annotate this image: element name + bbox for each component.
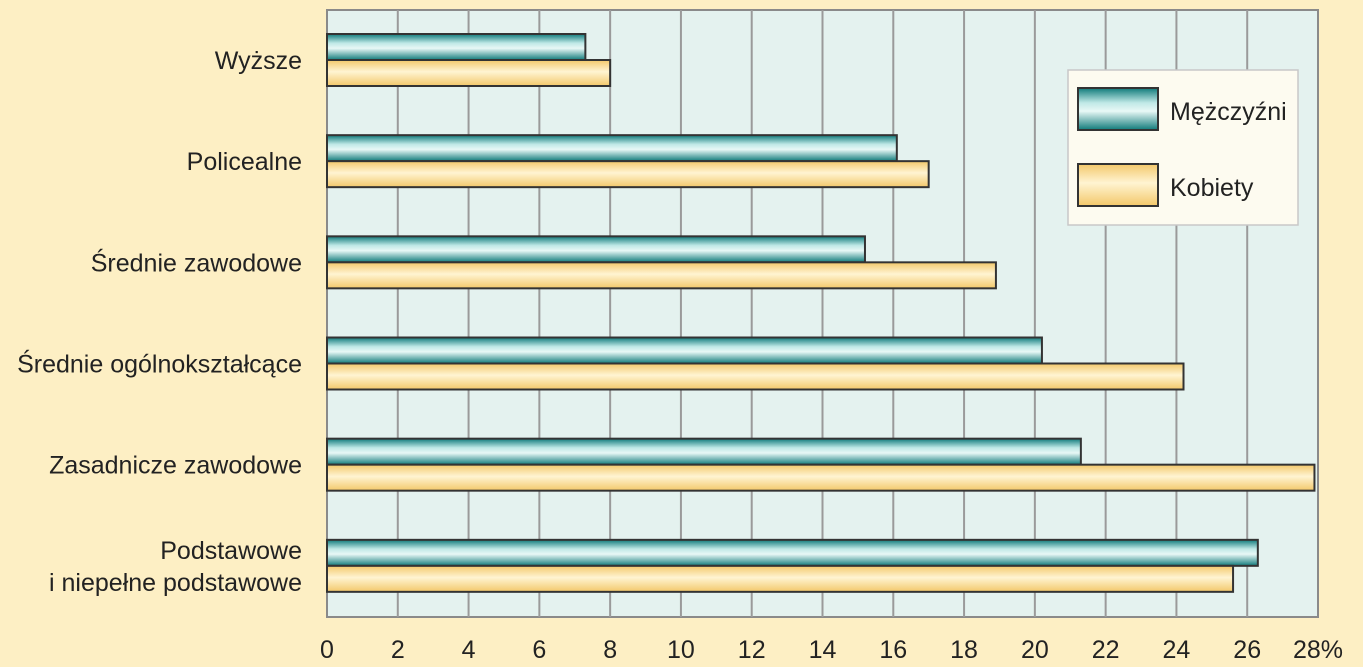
bar-men (326, 235, 866, 264)
bar-men (326, 538, 1259, 567)
bars (326, 33, 1316, 593)
legend-label-men: Mężczyźni (1170, 98, 1287, 126)
category-labels: Wyższe Policealne Średnie zawodowe Średnie … (17, 47, 302, 597)
bar-women (326, 362, 1185, 391)
category-label: Średnie zawodowe (91, 247, 302, 277)
x-tick-label: 0 (320, 636, 334, 664)
legend: Mężczyźni Kobiety (1067, 69, 1299, 226)
tick-labels: 0 2 4 6 8 10 12 14 16 18 20 22 24 26 28% (320, 636, 1343, 664)
x-tick-label: 4 (462, 636, 476, 664)
x-tick-label: 6 (532, 636, 546, 664)
x-tick-label: 10 (667, 636, 695, 664)
legend-swatch-women (1077, 163, 1159, 207)
x-tick-label: 28% (1293, 636, 1343, 664)
x-tick-label: 26 (1233, 636, 1261, 664)
x-tick-label: 24 (1163, 636, 1191, 664)
bar-women (326, 160, 930, 189)
legend-swatch-men (1077, 87, 1159, 131)
bar-men (326, 134, 898, 163)
category-label: i niepełne podstawowe (49, 569, 302, 597)
legend-label-women: Kobiety (1170, 174, 1254, 202)
bar-men (326, 336, 1043, 365)
bar-women (326, 463, 1316, 492)
x-tick-label: 12 (738, 636, 766, 664)
bar-men (326, 437, 1082, 466)
x-tick-label: 14 (809, 636, 837, 664)
bar-women (326, 261, 997, 290)
bar-men (326, 33, 587, 61)
x-tick-label: 18 (950, 636, 978, 664)
category-label: Wyższe (215, 47, 302, 75)
x-tick-label: 16 (879, 636, 907, 664)
x-tick-label: 22 (1092, 636, 1120, 664)
bar-women (326, 564, 1235, 593)
category-label: Średnie ogólnokształcące (17, 349, 302, 379)
bar-women (326, 59, 612, 87)
category-label: Policealne (187, 148, 302, 176)
x-tick-label: 2 (391, 636, 405, 664)
category-label: Zasadnicze zawodowe (49, 452, 302, 480)
category-label: Podstawowe (160, 537, 302, 565)
x-tick-label: 20 (1021, 636, 1049, 664)
x-tick-label: 8 (603, 636, 617, 664)
